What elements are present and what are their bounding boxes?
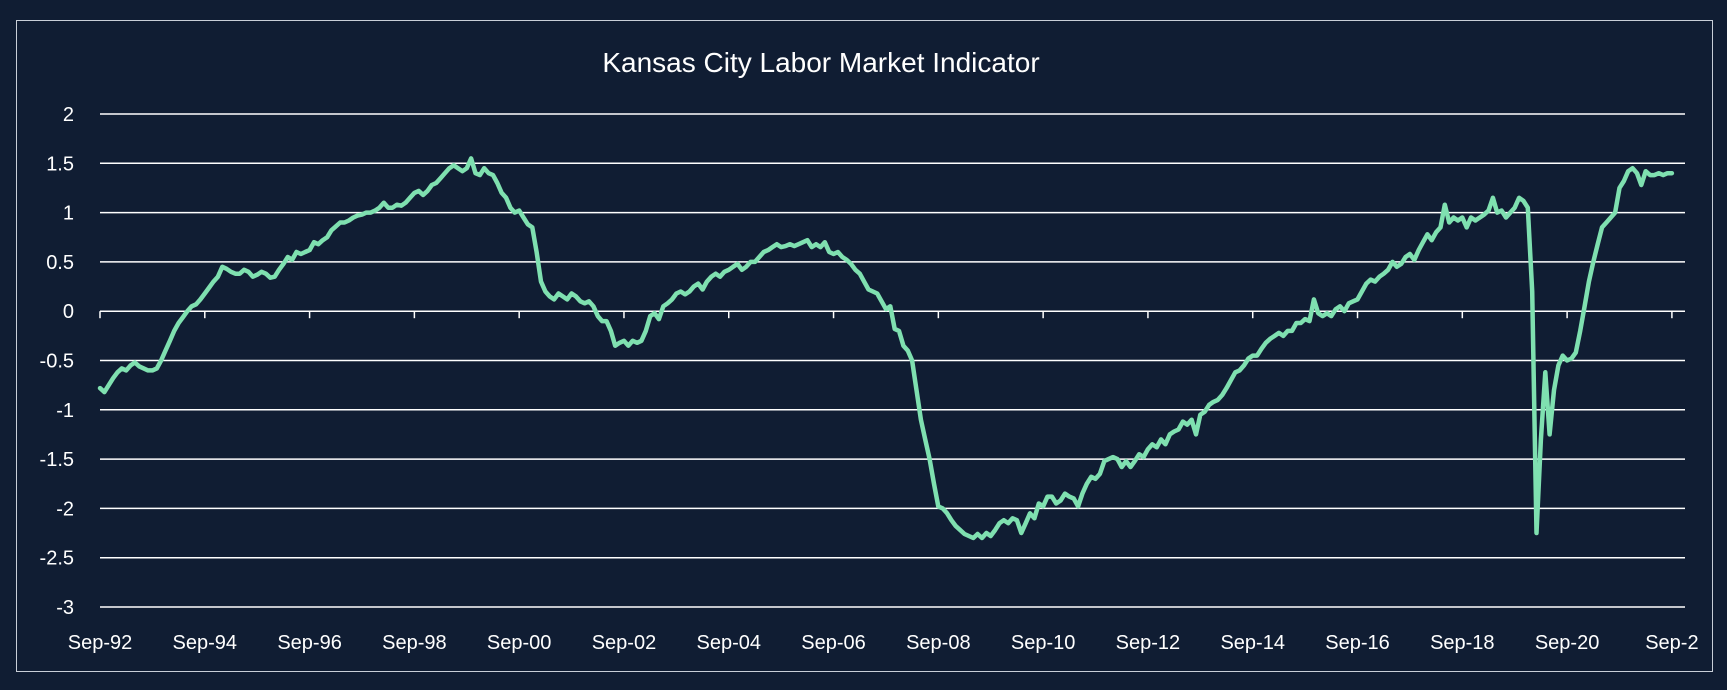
chart-title: Kansas City Labor Market Indicator <box>602 47 1039 78</box>
x-tick-label: Sep-00 <box>487 632 552 654</box>
y-tick-label: -1.5 <box>40 449 74 471</box>
x-tick-label: Sep-06 <box>801 632 866 654</box>
grid-lines <box>100 113 1685 608</box>
y-tick-label: 0.5 <box>46 252 74 274</box>
series-layer <box>97 156 1675 541</box>
chart-frame <box>16 20 1713 672</box>
y-tick-label: -3 <box>56 597 74 619</box>
y-tick-label: 1.5 <box>46 153 74 175</box>
series-line <box>97 156 1675 541</box>
x-tick-label: Sep-94 <box>173 632 238 654</box>
y-tick-label: -2 <box>56 498 74 520</box>
x-tick-label: Sep-02 <box>592 632 657 654</box>
x-tick-label: Sep-04 <box>697 632 762 654</box>
y-tick-label: -1 <box>56 400 74 422</box>
x-tick-label: Sep-10 <box>1011 632 1076 654</box>
x-tick-label: Sep-18 <box>1430 632 1495 654</box>
y-tick-label: -0.5 <box>40 351 74 373</box>
x-tick-label: Sep-20 <box>1535 632 1600 654</box>
x-tick-label: Sep-12 <box>1116 632 1181 654</box>
x-tick-label: Sep-96 <box>277 632 342 654</box>
y-tick-label: -2.5 <box>40 548 74 570</box>
x-tick-label: Sep-14 <box>1220 632 1285 654</box>
y-tick-label: 1 <box>63 203 74 225</box>
x-tick-label: Sep-92 <box>68 632 133 654</box>
y-tick-label: 0 <box>63 301 74 323</box>
y-axis-ticks: 2 1.5 1 0.5 0 -0.5 -1 -1.5 -2 -2.5 -3 <box>40 104 74 619</box>
x-tick-label: Sep-16 <box>1325 632 1390 654</box>
x-axis: Sep-92 Sep-94 Sep-96 Sep-98 Sep-00 Sep-02 Sep-… <box>68 311 1699 654</box>
x-tick-label: Sep-08 <box>906 632 971 654</box>
y-tick-label: 2 <box>63 104 74 126</box>
x-tick-label: Sep-2 <box>1645 632 1698 654</box>
x-tick-label: Sep-98 <box>382 632 447 654</box>
